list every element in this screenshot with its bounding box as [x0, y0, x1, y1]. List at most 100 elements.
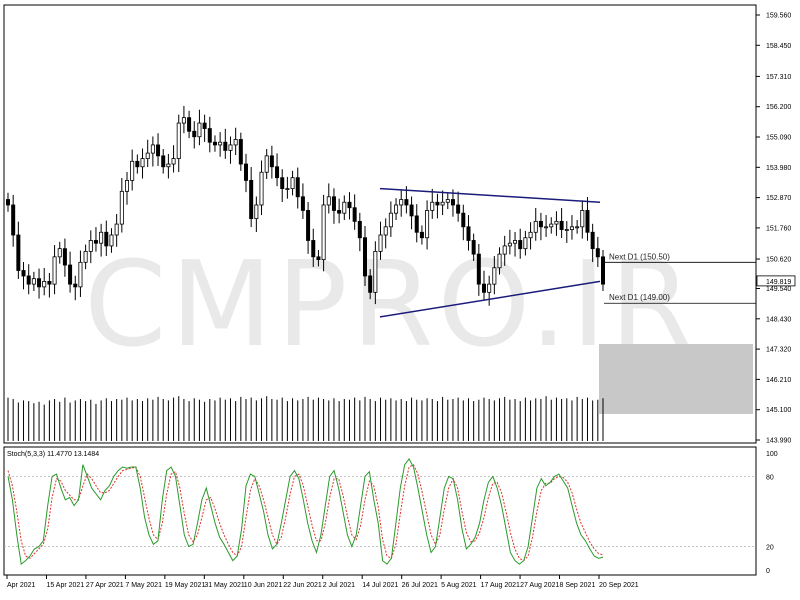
triangle-upper-line [379, 187, 601, 203]
candle-body [414, 215, 419, 233]
candle-body [264, 155, 269, 173]
candle-body [507, 242, 512, 247]
candle-body [554, 220, 559, 225]
candle-body [161, 155, 166, 168]
date-label: 8 Sep 2021 [560, 582, 596, 589]
candle-body [52, 256, 57, 285]
candle-body [497, 253, 502, 269]
candle-body [119, 190, 124, 225]
date-label: 14 Jul 2021 [362, 582, 398, 589]
candle-body [26, 275, 31, 285]
candle-body [37, 278, 42, 288]
candle-body [528, 231, 533, 239]
candle-body [601, 256, 606, 285]
candle-body [590, 231, 595, 250]
candle-body [109, 234, 114, 247]
candle-body [202, 122, 207, 129]
level-label: Next D1 (150.50) [609, 252, 670, 261]
candle-body [580, 210, 585, 228]
candle-body [559, 220, 564, 230]
candle-body [47, 281, 52, 285]
date-label: 22 Jun 2021 [283, 582, 322, 589]
candle-body [461, 212, 466, 228]
candle-body [259, 171, 264, 206]
date-label: 27 Aug 2021 [520, 582, 559, 589]
candle-body [492, 267, 497, 285]
price-tick-label: 159.560 [766, 13, 791, 20]
candle-body [171, 158, 176, 165]
candle-body [78, 261, 83, 288]
watermark: CMPRO.IR [84, 235, 696, 373]
stoch-tick-label: 0 [766, 568, 770, 575]
candle-body [518, 240, 523, 250]
candle-body [150, 144, 155, 154]
candle-body [68, 264, 73, 285]
price-tick-label: 149.540 [766, 286, 791, 293]
candle-body [394, 204, 399, 214]
candle-body [88, 240, 93, 252]
candle-body [275, 166, 280, 179]
date-label: 5 Aug 2021 [441, 582, 477, 589]
candle-body [471, 240, 476, 255]
candle-body [83, 250, 88, 263]
candle-body [130, 160, 135, 181]
stoch-label: Stoch(5,3,3) 11.4770 13.1484 [7, 451, 99, 458]
candle-body [114, 223, 119, 236]
price-tick-label: 143.990 [766, 438, 791, 445]
candle-body [42, 281, 47, 288]
stoch-main-line [7, 457, 604, 566]
candle-body [481, 283, 486, 293]
date-label: 20 Sep 2021 [599, 582, 639, 589]
date-label: 2 Jul 2021 [323, 582, 355, 589]
date-label: 7 May 2021 [125, 582, 162, 589]
stoch-frame [3, 446, 757, 576]
candle-body [140, 158, 145, 168]
main-chart-frame [3, 4, 757, 444]
candle-body [347, 201, 352, 209]
candle-body [197, 122, 202, 138]
candle-body [378, 234, 383, 252]
candle-body [595, 248, 600, 258]
price-tick-label: 146.210 [766, 377, 791, 384]
candle-body [295, 177, 300, 198]
gray-zone [599, 344, 753, 414]
candle-body [254, 204, 259, 220]
candle-body [104, 231, 109, 247]
candle-body [544, 226, 549, 229]
candle-body [342, 201, 347, 214]
date-label: 10 Jun 2021 [244, 582, 283, 589]
candle-body [21, 270, 26, 277]
date-label: 27 Apr 2021 [86, 582, 124, 589]
candle-body [430, 201, 435, 211]
candle-body [280, 177, 285, 190]
price-tag-box [756, 275, 796, 287]
candle-body [192, 130, 197, 138]
candle-body [311, 240, 316, 258]
price-tick-label: 148.430 [766, 316, 791, 323]
candle-body [228, 144, 233, 151]
price-tick-label: 156.200 [766, 104, 791, 111]
candle-body [218, 141, 223, 146]
candle-body [249, 180, 254, 220]
stochastic-indicator: Stoch(5,3,3) 11.4770 13.1484 100 80 20 0 [4, 451, 778, 575]
price-tick-label: 145.100 [766, 407, 791, 414]
candle-body [425, 210, 430, 239]
candle-body [419, 231, 424, 239]
candle-body [207, 128, 212, 143]
candle-body [99, 231, 104, 244]
stoch-tick-label: 100 [766, 451, 778, 458]
price-tick-label: 153.980 [766, 165, 791, 172]
candle-body [399, 199, 404, 206]
candle-body [373, 250, 378, 293]
volume-bars [7, 396, 604, 441]
date-axis: Apr 2021 15 Apr 2021 27 Apr 2021 7 May 2021… [6, 575, 639, 589]
candle-body [243, 163, 248, 181]
date-label: 26 Jul 2021 [402, 582, 438, 589]
price-tick-label: 150.620 [766, 257, 791, 264]
candle-body [166, 163, 171, 168]
candle-body [176, 122, 181, 159]
candle-body [476, 253, 481, 285]
date-label: 15 Apr 2021 [46, 582, 84, 589]
candle-body [306, 210, 311, 241]
